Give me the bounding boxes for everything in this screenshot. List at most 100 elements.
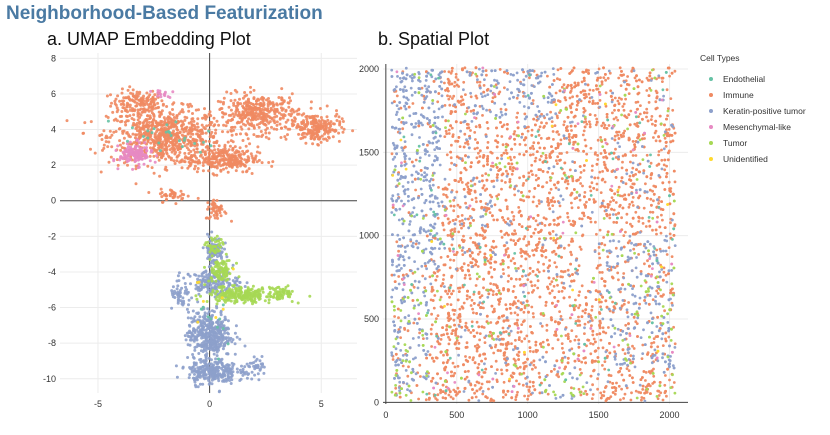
- spatial-point: [600, 271, 604, 274]
- umap-point: [174, 202, 178, 206]
- umap-point: [197, 274, 201, 278]
- umap-point: [213, 330, 217, 334]
- umap-point: [207, 205, 211, 209]
- umap-point: [203, 160, 207, 164]
- umap-point: [213, 148, 217, 152]
- umap-point: [327, 126, 331, 130]
- umap-point: [214, 279, 218, 283]
- umap-point: [218, 253, 222, 257]
- umap-point: [164, 157, 168, 161]
- spatial-point: [453, 227, 457, 231]
- spatial-point: [513, 155, 516, 159]
- umap-point: [218, 207, 222, 211]
- umap-point: [112, 130, 116, 134]
- umap-point: [182, 138, 186, 142]
- umap-point: [234, 104, 238, 108]
- umap-point: [190, 104, 194, 108]
- umap-point: [308, 294, 312, 298]
- umap-point: [194, 273, 198, 277]
- umap-point: [119, 155, 123, 159]
- umap-point: [233, 88, 237, 92]
- spatial-point: [649, 210, 652, 214]
- umap-point: [216, 99, 220, 103]
- umap-point: [209, 144, 213, 148]
- umap-point: [158, 131, 162, 135]
- umap-point: [256, 145, 260, 149]
- umap-point: [202, 340, 206, 344]
- umap-point: [196, 125, 200, 129]
- spatial-point: [523, 394, 526, 398]
- spatial-point: [672, 325, 675, 329]
- umap-point: [193, 142, 197, 145]
- umap-point: [245, 104, 249, 107]
- spatial-point: [509, 158, 513, 162]
- umap-point: [243, 152, 246, 155]
- spatial-point: [616, 99, 620, 103]
- spatial-point: [570, 253, 573, 257]
- spatial-point: [521, 383, 525, 387]
- umap-point: [212, 377, 216, 381]
- umap-point: [212, 352, 216, 356]
- umap-point: [125, 150, 129, 153]
- umap-point: [227, 119, 230, 122]
- umap-point: [217, 323, 221, 327]
- spatial-point: [428, 275, 432, 279]
- umap-point: [240, 127, 244, 131]
- spatial-point: [649, 161, 653, 165]
- spatial-point: [474, 284, 478, 287]
- spatial-point: [426, 143, 429, 147]
- umap-point: [241, 170, 245, 174]
- umap-point: [183, 115, 187, 119]
- umap-point: [170, 289, 174, 293]
- umap-point: [228, 281, 231, 285]
- umap-point: [218, 158, 222, 162]
- umap-point: [319, 116, 323, 119]
- umap-point: [242, 301, 246, 305]
- umap-point: [170, 150, 174, 154]
- spatial-point: [443, 81, 446, 85]
- spatial-point: [622, 397, 625, 400]
- umap-point: [155, 148, 159, 152]
- umap-point: [111, 110, 115, 114]
- umap-x-tick-label: 0: [207, 399, 212, 409]
- umap-point: [272, 287, 276, 291]
- spatial-point: [599, 152, 603, 155]
- spatial-point: [558, 78, 562, 81]
- umap-point: [162, 128, 166, 132]
- umap-point: [254, 359, 258, 363]
- umap-point: [299, 137, 303, 141]
- umap-point: [171, 90, 175, 94]
- umap-point: [176, 284, 180, 288]
- spatial-point: [494, 359, 498, 363]
- umap-point: [189, 132, 193, 135]
- umap-point: [221, 327, 225, 330]
- umap-point: [187, 152, 191, 155]
- umap-point: [210, 245, 214, 249]
- umap-point: [186, 316, 190, 320]
- umap-point: [160, 152, 164, 156]
- umap-point: [217, 379, 221, 383]
- umap-point: [126, 154, 130, 158]
- spatial-point: [631, 140, 635, 143]
- umap-point: [309, 100, 313, 104]
- umap-point: [208, 110, 212, 114]
- umap-point: [206, 307, 210, 311]
- umap-point: [168, 148, 172, 152]
- umap-point: [351, 129, 355, 133]
- spatial-point: [614, 201, 618, 204]
- umap-point: [195, 281, 199, 284]
- umap-point: [260, 115, 264, 119]
- umap-point: [218, 317, 222, 321]
- umap-point: [150, 137, 153, 141]
- spatial-point: [443, 135, 447, 139]
- spatial-point: [537, 371, 541, 375]
- spatial-point: [598, 271, 602, 274]
- umap-point: [234, 300, 238, 304]
- umap-point: [303, 131, 307, 135]
- umap-point: [226, 140, 230, 144]
- umap-point: [231, 140, 235, 144]
- spatial-point: [499, 349, 502, 353]
- umap-point: [193, 315, 197, 319]
- umap-point: [200, 128, 204, 132]
- umap-point: [116, 167, 120, 171]
